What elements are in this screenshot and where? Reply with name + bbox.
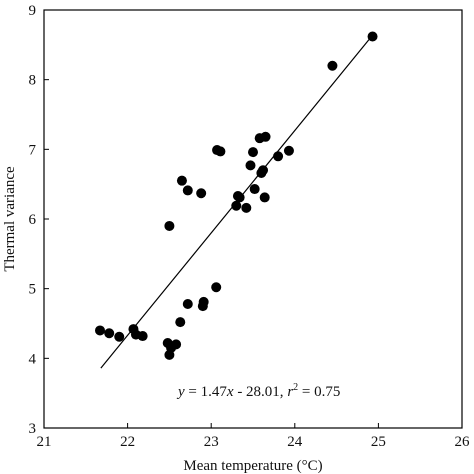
data-point — [231, 200, 242, 211]
data-point — [182, 298, 193, 309]
data-point — [283, 145, 294, 156]
data-point — [198, 296, 209, 307]
y-tick-label: 5 — [29, 282, 37, 298]
y-axis-label: Thermal variance — [2, 166, 18, 272]
x-tick-label: 25 — [371, 434, 386, 450]
axis-ticks — [43, 9, 463, 429]
axis-tick-labels: 21 22 23 24 25 26 3 4 5 6 7 8 9 — [29, 3, 471, 450]
data-point — [176, 175, 187, 186]
data-point — [95, 325, 106, 336]
x-tick-label: 24 — [287, 434, 303, 450]
data-point — [104, 328, 115, 339]
y-tick-label: 3 — [29, 421, 37, 437]
data-point — [258, 165, 269, 176]
data-point — [137, 331, 148, 342]
data-point — [249, 184, 260, 195]
x-tick-label: 22 — [120, 434, 135, 450]
y-tick-label: 7 — [29, 142, 37, 158]
y-tick-label: 8 — [29, 73, 37, 89]
data-point — [273, 151, 284, 162]
plot-frame — [43, 9, 463, 429]
data-point — [164, 220, 175, 231]
x-tick-label: 26 — [455, 434, 471, 450]
data-point — [215, 146, 226, 157]
data-point — [211, 282, 222, 293]
y-tick-label: 9 — [29, 3, 37, 19]
data-point — [114, 331, 125, 342]
data-point — [248, 147, 258, 158]
data-point — [182, 185, 193, 196]
y-tick-label: 6 — [29, 212, 37, 228]
data-point — [245, 160, 256, 171]
data-point — [260, 131, 271, 142]
data-point — [234, 192, 245, 203]
data-point — [259, 192, 270, 203]
data-point — [327, 60, 338, 71]
data-point — [175, 317, 186, 328]
data-point — [171, 339, 182, 350]
data-point — [241, 202, 252, 213]
data-point — [367, 31, 378, 42]
regression-equation: y = 1.47x - 28.01, r2 = 0.75 — [176, 382, 340, 400]
x-tick-label: 23 — [204, 434, 219, 450]
x-tick-label: 21 — [37, 434, 52, 450]
data-point — [196, 188, 207, 199]
data-points — [95, 31, 378, 360]
x-axis-label: Mean temperature (°C) — [183, 458, 322, 474]
y-tick-label: 4 — [29, 351, 37, 367]
